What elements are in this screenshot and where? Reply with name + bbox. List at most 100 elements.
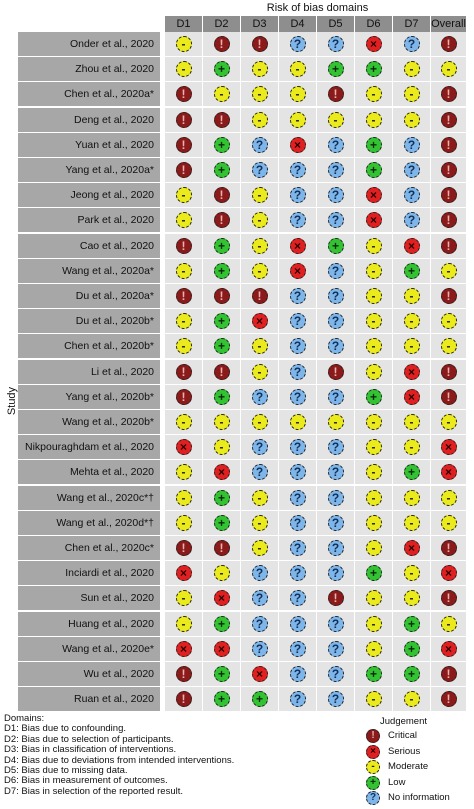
study-name: Chen et al., 2020b* (18, 334, 160, 359)
judgement-cell-d7: - (393, 57, 430, 82)
judgement-cell-d5: ? (317, 258, 354, 283)
judgement-low-icon: + (365, 388, 382, 405)
judgement-cell-d2: + (203, 662, 240, 686)
judgement-cell-d7: + (393, 662, 430, 686)
judgement-cell-d7: + (393, 460, 430, 485)
judgement-serious-icon: × (175, 640, 192, 657)
judgement-cell-d2: + (203, 309, 240, 334)
judgement-low-icon: + (213, 61, 230, 78)
judgement-cell-d7: + (393, 636, 430, 661)
judgement-cell-d2: ! (203, 359, 240, 384)
judgement-cell-overall: ! (431, 536, 466, 560)
table-row: Wang et al., 2020d*† - + -?? - - - (18, 510, 470, 535)
judgement-cell-d1: × (165, 435, 202, 460)
judgement-moderate-icon: - (251, 514, 268, 531)
judgement-cell-d7: - (393, 485, 430, 510)
judgement-moderate-icon: - (175, 262, 192, 279)
judgement-noinfo-icon: ? (251, 640, 268, 657)
judgement-critical-icon: ! (175, 540, 192, 556)
judgement-cell-d2: - (203, 410, 240, 434)
judgement-cell-d5: ? (317, 334, 354, 359)
judgement-noinfo-icon: ? (327, 666, 344, 682)
judgement-cell-overall: × (431, 460, 466, 485)
judgement-cell-overall: ! (431, 687, 466, 712)
study-name: Wang et al., 2020a* (18, 258, 160, 283)
judgement-cell-d6: - (355, 359, 392, 384)
judgement-moderate-icon: - (213, 439, 230, 456)
judgement-moderate-icon: - (251, 187, 268, 204)
judgement-moderate-icon: - (365, 489, 382, 506)
judgement-cell-d5: ? (317, 460, 354, 485)
judgement-noinfo-icon: ? (251, 162, 268, 178)
judgement-moderate-icon: - (175, 212, 192, 229)
judgement-cell-d3: ! (241, 284, 278, 308)
judgement-noinfo-icon: ? (327, 136, 344, 153)
legend-serious-icon: × (366, 744, 380, 759)
judgement-cell-d5: ! (317, 359, 354, 384)
study-name: Huang et al., 2020 (18, 611, 160, 636)
judgement-serious-icon: × (213, 590, 230, 607)
study-name: Yang et al., 2020a* (18, 158, 160, 182)
judgement-noinfo-icon: ? (327, 514, 344, 531)
judgement-cell-d5: ? (317, 510, 354, 535)
study-name: Wang et al., 2020c*† (18, 485, 160, 510)
judgement-cell-d5: ? (317, 636, 354, 661)
figure-title: Risk of bias domains (266, 2, 369, 14)
judgement-noinfo-icon: ? (289, 640, 306, 657)
judgement-cell-d4: × (279, 258, 316, 283)
domain-item: D2: Bias due to selection of participant… (4, 733, 174, 745)
legend-label: Serious (388, 745, 421, 757)
judgement-moderate-icon: - (327, 414, 344, 430)
judgement-cell-d3: + (241, 687, 278, 712)
judgement-cell-d1: - (165, 586, 202, 611)
judgement-noinfo-icon: ? (327, 338, 344, 355)
table-row: Wang et al., 2020a* - + - ×? - + - (18, 258, 470, 283)
judgement-cell-d1: - (165, 611, 202, 636)
judgement-cell-d6: - (355, 586, 392, 611)
table-row: Yang et al., 2020b*! +??? + ×! (18, 384, 470, 409)
study-name: Ruan et al., 2020 (18, 687, 160, 712)
judgement-cell-d4: ? (279, 309, 316, 334)
judgement-noinfo-icon: ? (289, 36, 306, 52)
judgement-critical-icon: ! (213, 288, 230, 304)
judgement-cell-d1: - (165, 309, 202, 334)
judgement-cell-d4: ? (279, 536, 316, 560)
judgement-cell-d5: + (317, 233, 354, 258)
study-name: Li et al., 2020 (18, 359, 160, 384)
column-header-d1: D1 (165, 16, 202, 32)
table-row: Chen et al., 2020c*!! -?? - ×! (18, 536, 470, 560)
judgement-critical-icon: ! (213, 212, 230, 229)
judgement-cell-overall: - (431, 309, 466, 334)
judgement-noinfo-icon: ? (327, 540, 344, 556)
judgement-cell-d3: - (241, 57, 278, 82)
judgement-noinfo-icon: ? (289, 464, 306, 481)
table-row: Yuan et al., 2020! +? ×? +?! (18, 132, 470, 157)
judgement-cell-d1: - (165, 57, 202, 82)
judgement-cell-d1: ! (165, 158, 202, 182)
judgement-critical-icon: ! (213, 187, 230, 204)
judgement-legend: Judgement ! Critical × Serious - Moderate + Low… (358, 716, 470, 807)
table-row: Chen et al., 2020a*! - - -! - -! (18, 82, 470, 107)
judgement-moderate-icon: - (365, 640, 382, 657)
judgement-critical-icon: ! (440, 86, 457, 103)
judgement-cell-d1: ! (165, 687, 202, 712)
study-name: Inciardi et al., 2020 (18, 561, 160, 586)
judgement-critical-icon: ! (440, 540, 457, 556)
domain-item: D3: Bias in classification of interventi… (4, 744, 177, 756)
judgement-cell-d5: ? (317, 208, 354, 233)
judgement-serious-icon: × (365, 212, 382, 229)
judgement-moderate-icon: - (175, 61, 192, 78)
judgement-cell-d2: × (203, 636, 240, 661)
judgement-critical-icon: ! (440, 162, 457, 178)
judgement-moderate-icon: - (365, 338, 382, 355)
judgement-cell-d2: + (203, 334, 240, 359)
judgement-noinfo-icon: ? (327, 288, 344, 304)
judgement-cell-d1: - (165, 32, 202, 56)
judgement-noinfo-icon: ? (289, 388, 306, 405)
domain-item: D1: Bias due to confounding. (4, 723, 127, 735)
judgement-moderate-icon: - (175, 313, 192, 330)
judgement-cell-d1: ! (165, 536, 202, 560)
judgement-noinfo-icon: ? (251, 590, 268, 607)
judgement-moderate-icon: - (365, 313, 382, 330)
judgement-serious-icon: × (440, 565, 457, 582)
